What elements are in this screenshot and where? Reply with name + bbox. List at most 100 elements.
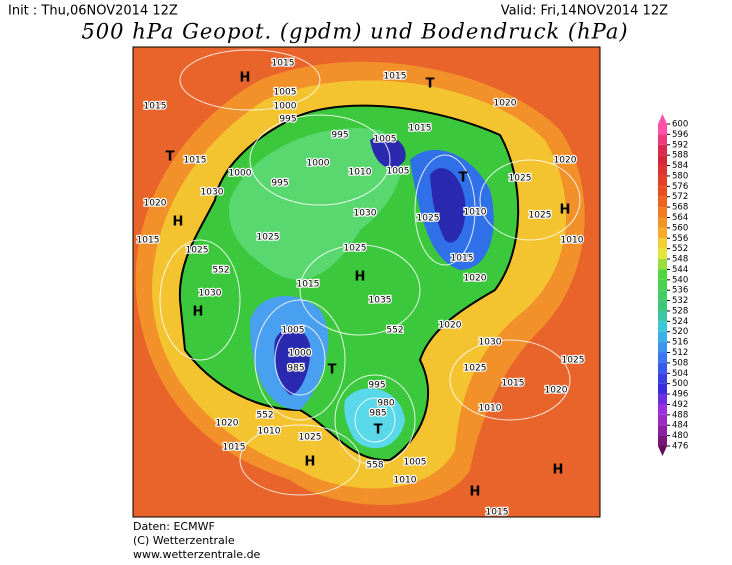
pressure-center: T — [328, 363, 337, 378]
isobar-label: 1015 — [502, 379, 525, 389]
colorbar-segment — [658, 144, 667, 156]
colorbar-segment — [658, 217, 667, 228]
isobar-label: 1015 — [409, 124, 432, 134]
field-lightgreen — [229, 128, 402, 280]
isobar-label: 995 — [368, 381, 385, 391]
pressure-center: H — [193, 305, 204, 320]
colorbar-tick-label: 588 — [672, 151, 688, 161]
isobar-label: 1015 — [486, 508, 509, 518]
colorbar-segment — [658, 124, 667, 135]
isobar-label: 1010 — [561, 236, 584, 246]
colorbar: 6005965925885845805765725685645605565525… — [658, 114, 688, 456]
isobar-label: 1010 — [394, 476, 417, 486]
isobar-label: 552 — [256, 411, 273, 421]
map-labels: 1015 1015 T H 1015 1005 1000 995 1020 1015 1005 995… — [135, 57, 585, 519]
isobar-label: 1020 — [494, 99, 517, 109]
isobar-label: 1000 — [289, 349, 312, 359]
colorbar-segment — [658, 155, 667, 166]
isobar-label: 1010 — [479, 404, 502, 414]
colorbar-segment — [658, 331, 667, 343]
isobar-label: 1025 — [344, 244, 367, 254]
isobar-label: 1020 — [554, 156, 577, 166]
pressure-center: T — [374, 423, 383, 438]
field-deep-low — [370, 136, 406, 169]
isobar-label: 1025 — [464, 364, 487, 374]
colorbar-cap — [658, 446, 667, 456]
pressure-center: H — [553, 463, 564, 478]
isobar-label: 1025 — [257, 233, 280, 243]
colorbar-tick-label: 556 — [672, 234, 688, 244]
isobar-label: 1030 — [354, 209, 377, 219]
valid-time: Valid: Fri,14NOV2014 12Z — [501, 4, 668, 19]
isobar-label: 1020 — [216, 419, 239, 429]
isobar-label: 552 — [212, 266, 229, 276]
isobar-label: 1000 — [274, 102, 297, 112]
colorbar-segment — [658, 248, 667, 260]
colorbar-tick-label: 524 — [672, 317, 688, 327]
colorbar-cap — [658, 114, 667, 124]
footer-line: Daten: ECMWF — [133, 520, 215, 533]
colorbar-tick-label: 508 — [672, 358, 688, 368]
colorbar-tick-label: 500 — [672, 379, 688, 389]
isobar-label: 985 — [369, 409, 386, 419]
isobar-label: 1015 — [297, 280, 320, 290]
colorbar-segment — [658, 425, 667, 436]
pressure-center: T — [426, 77, 435, 92]
colorbar-segment — [658, 165, 667, 176]
colorbar-tick-label: 476 — [672, 442, 688, 452]
colorbar-segment — [658, 414, 667, 426]
colorbar-segment — [658, 352, 667, 363]
isobar-label: 1025 — [562, 356, 585, 366]
colorbar-segment — [658, 394, 667, 405]
colorbar-segment — [658, 279, 667, 291]
colorbar-tick-label: 580 — [672, 171, 688, 181]
colorbar-segment — [658, 321, 667, 332]
isobar-label: 1025 — [529, 211, 552, 221]
colorbar-tick-label: 540 — [672, 275, 688, 285]
init-time: Init : Thu,06NOV2014 12Z — [8, 4, 178, 19]
colorbar-tick-label: 600 — [672, 120, 688, 130]
isobar-label: 1005 — [404, 458, 427, 468]
isobar-label: 1020 — [144, 199, 167, 209]
map-field — [133, 47, 600, 517]
colorbar-tick-label: 592 — [672, 140, 688, 150]
colorbar-tick-label: 584 — [672, 161, 688, 171]
isobar-label: 1015 — [384, 72, 407, 82]
isobar-label: 1015 — [451, 254, 474, 264]
isobar-label: 995 — [279, 115, 296, 125]
colorbar-tick-label: 552 — [672, 244, 688, 254]
colorbar-tick-label: 480 — [672, 431, 688, 441]
isobar-label: 1025 — [417, 214, 440, 224]
colorbar-segment — [658, 259, 667, 270]
isobar-label: 1000 — [307, 159, 330, 169]
colorbar-tick-label: 528 — [672, 306, 688, 316]
colorbar-segment — [658, 227, 667, 239]
colorbar-segment — [658, 175, 667, 187]
isobar-label: 1015 — [184, 156, 207, 166]
isobar-label: 1025 — [299, 433, 322, 443]
pressure-center: H — [173, 215, 184, 230]
pressure-center: H — [560, 203, 571, 218]
isobar-label: 980 — [377, 399, 394, 409]
colorbar-tick-label: 596 — [672, 130, 688, 140]
map-title: 500 hPa Geopot. (gpdm) und Bodendruck (h… — [81, 20, 628, 44]
colorbar-tick-label: 576 — [672, 182, 688, 192]
isobar-label: 1005 — [274, 88, 297, 98]
pressure-center: T — [459, 171, 468, 186]
colorbar-tick-label: 544 — [672, 265, 688, 275]
isobar-label: 1020 — [545, 386, 568, 396]
isobar-label: 995 — [331, 131, 348, 141]
colorbar-segment — [658, 134, 667, 145]
colorbar-tick-label: 520 — [672, 327, 688, 337]
isobar-label: 558 — [366, 461, 383, 471]
isobar-label: 552 — [386, 326, 403, 336]
colorbar-tick-label: 516 — [672, 338, 688, 348]
isobars — [159, 49, 581, 496]
colorbar-tick-label: 492 — [672, 400, 688, 410]
colorbar-segment — [658, 196, 667, 208]
colorbar-tick-label: 536 — [672, 286, 688, 296]
pressure-center: H — [240, 71, 251, 86]
colorbar-segment — [658, 362, 667, 374]
